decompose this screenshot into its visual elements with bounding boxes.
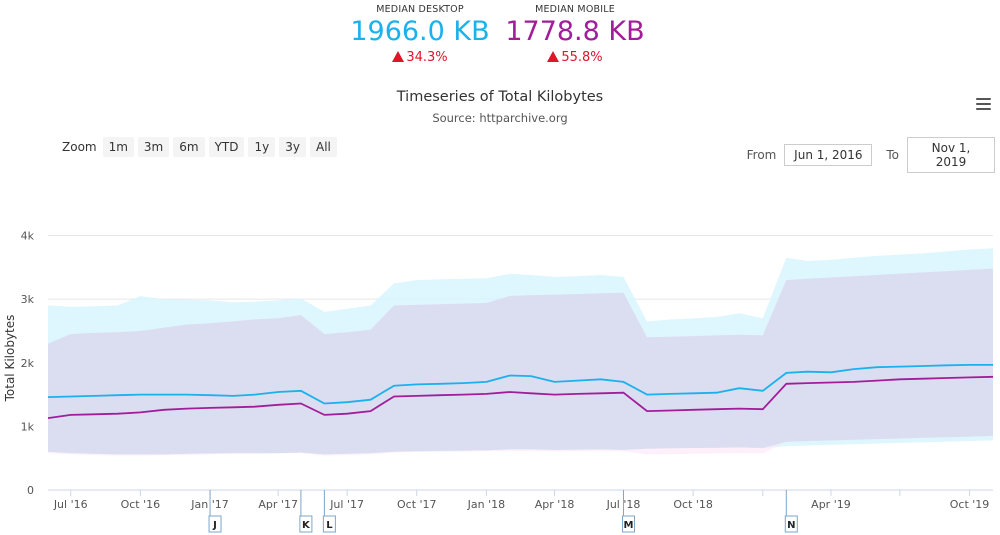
from-date-input[interactable]: Jun 1, 2016 — [784, 144, 873, 166]
chart-subtitle: Source: httparchive.org — [432, 111, 568, 125]
x-tick-label: Oct '17 — [397, 498, 437, 511]
flag-marker[interactable] — [621, 515, 635, 533]
y-tick-label: 4k — [21, 230, 35, 243]
zoom-all-button[interactable]: All — [309, 137, 337, 157]
overlap-band — [48, 268, 993, 455]
x-tick-label: Oct '18 — [673, 498, 713, 511]
zoom-controls: Zoom 1m 3m 6m YTD 1y 3y All — [62, 137, 341, 157]
median-mobile-label: MEDIAN MOBILE — [535, 4, 615, 15]
y-axis-title: Total Kilobytes — [3, 315, 17, 403]
mobile-series-line — [47, 375, 994, 419]
x-tick-label: Apr '19 — [811, 498, 851, 511]
y-tick-label: 3k — [21, 293, 35, 306]
median-mobile-value: 1778.8 KB — [505, 16, 645, 47]
flag-label: M — [624, 520, 634, 531]
arrow-up-icon — [392, 51, 405, 62]
median-mobile-change-value: 55.8% — [561, 50, 603, 65]
event-flags: J K L M N — [208, 490, 798, 533]
zoom-1m-button[interactable]: 1m — [102, 137, 134, 157]
percentile-bands — [48, 248, 993, 456]
median-mobile-metric: MEDIAN MOBILE 1778.8 KB 55.8% — [505, 4, 645, 65]
zoom-6m-button[interactable]: 6m — [173, 137, 205, 157]
median-desktop-label: MEDIAN DESKTOP — [376, 4, 464, 15]
arrow-up-icon — [547, 51, 560, 62]
median-desktop-change-value: 34.3% — [406, 50, 448, 65]
x-tick-label: Oct '19 — [950, 498, 990, 511]
flag-marker[interactable] — [208, 515, 222, 533]
to-label: To — [886, 148, 899, 162]
x-tick-label: Jul '16 — [53, 498, 88, 511]
median-desktop-change: 34.3% — [350, 50, 490, 65]
flag-marker[interactable] — [784, 515, 798, 533]
median-desktop-value: 1966.0 KB — [350, 16, 490, 47]
from-label: From — [746, 148, 777, 162]
zoom-ytd-button[interactable]: YTD — [208, 137, 245, 157]
flag-marker[interactable] — [299, 515, 313, 533]
y-tick-label: 2k — [21, 357, 35, 370]
to-date-input[interactable]: Nov 1, 2019 — [907, 137, 995, 173]
zoom-label: Zoom — [62, 140, 97, 154]
flag-label: K — [302, 520, 311, 531]
series-lines — [47, 364, 994, 419]
zoom-3m-button[interactable]: 3m — [137, 137, 170, 157]
x-tick-label: Jul '17 — [329, 498, 364, 511]
flag-marker[interactable] — [322, 515, 336, 533]
zoom-3y-button[interactable]: 3y — [279, 137, 306, 157]
chart-title: Timeseries of Total Kilobytes — [396, 89, 604, 105]
x-tick-label: Oct '16 — [121, 498, 161, 511]
flag-label: L — [326, 520, 333, 531]
hamburger-menu-icon[interactable] — [976, 98, 991, 110]
date-range-selector: From Jun 1, 2016 To Nov 1, 2019 — [747, 137, 995, 173]
x-tick-label: Jan '18 — [467, 498, 505, 511]
median-mobile-change: 55.8% — [505, 50, 645, 65]
zoom-1y-button[interactable]: 1y — [248, 137, 276, 157]
flag-label: J — [212, 520, 217, 531]
x-tick-label: Apr '18 — [535, 498, 575, 511]
x-tick-label: Apr '17 — [258, 498, 298, 511]
summary-panel: MEDIAN DESKTOP 1966.0 KB 34.3% MEDIAN MO… — [0, 4, 1000, 74]
flag-label: N — [787, 520, 795, 531]
desktop-series-line — [47, 364, 993, 405]
median-desktop-metric: MEDIAN DESKTOP 1966.0 KB 34.3% — [350, 4, 490, 65]
y-tick-label: 0 — [27, 484, 34, 497]
y-tick-label: 1k — [21, 420, 35, 433]
